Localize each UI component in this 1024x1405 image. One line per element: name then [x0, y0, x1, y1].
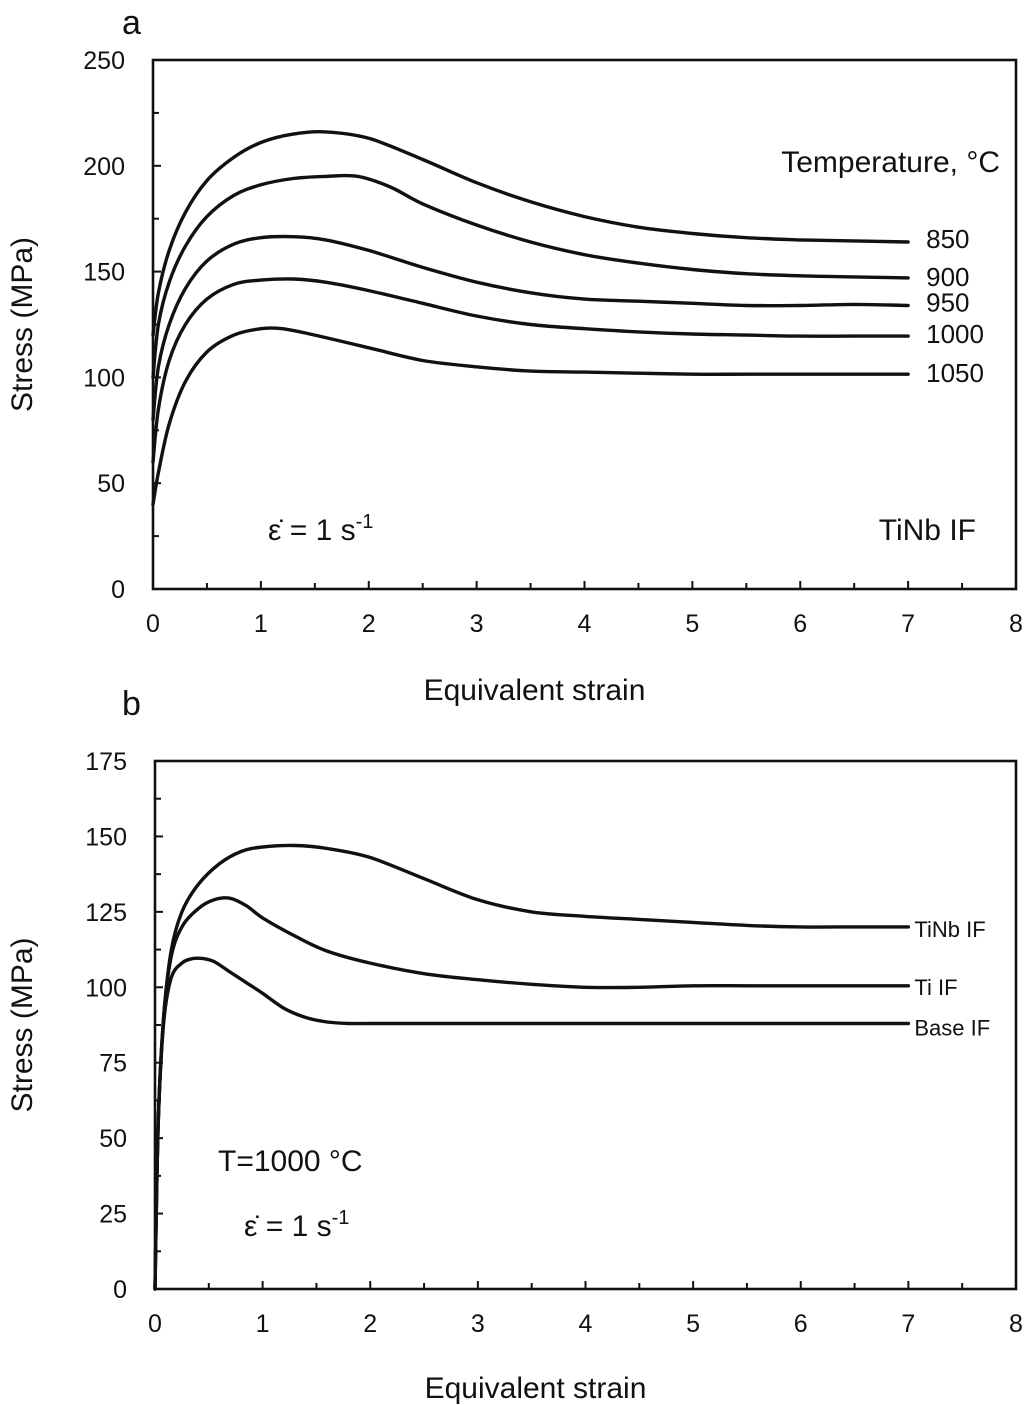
- x-tick-label: 8: [1009, 610, 1023, 638]
- series-line-ti-if: [153, 896, 911, 1291]
- series-label: Ti IF: [914, 975, 957, 1000]
- x-tick-label: 1: [256, 1310, 270, 1338]
- panel-label: b: [122, 685, 141, 723]
- legend-title: Temperature, °C: [781, 146, 1000, 179]
- plot-frame: [151, 58, 1018, 591]
- y-tick-label: 100: [85, 974, 127, 1002]
- series-line-900: [151, 173, 910, 380]
- series-label: TiNb IF: [914, 917, 985, 942]
- x-tick-label: 1: [254, 610, 268, 638]
- x-tick-label: 6: [794, 1310, 808, 1338]
- x-tick-label: 3: [471, 1310, 485, 1338]
- x-tick-label: 2: [363, 1310, 377, 1338]
- x-tick-label: 3: [470, 610, 484, 638]
- series-label: 1000: [926, 319, 984, 349]
- x-tick-label: 0: [146, 610, 160, 638]
- series-label: 850: [926, 224, 969, 254]
- series-line-1050: [151, 326, 910, 507]
- y-tick-label: 100: [83, 364, 125, 392]
- y-tick-label: 25: [99, 1201, 127, 1229]
- series-line-950: [151, 234, 910, 422]
- x-axis-title: Equivalent strain: [425, 1372, 647, 1405]
- y-tick-label: 125: [85, 899, 127, 927]
- strain-rate-annotation: ε̇ = 1 s-1: [268, 511, 373, 547]
- x-tick-label: 5: [685, 610, 699, 638]
- x-tick-label: 8: [1009, 1310, 1023, 1338]
- series-label: 1050: [926, 358, 984, 388]
- x-tick-label: 4: [579, 1310, 593, 1338]
- series-line-850: [151, 129, 910, 337]
- y-tick-label: 150: [85, 823, 127, 851]
- series-line-base-if: [153, 956, 911, 1291]
- x-tick-label: 2: [362, 610, 376, 638]
- y-tick-label: 200: [83, 153, 125, 181]
- y-tick-label: 0: [113, 1276, 127, 1304]
- y-tick-label: 250: [83, 47, 125, 75]
- y-axis-title: Stress (MPa): [6, 237, 39, 412]
- chart-panel-a: a 0 1 2 3 4 5 6 7 8 0 50 100 150 200 250 Equivalent stra…: [6, 4, 1023, 707]
- strain-rate-annotation: ε̇ = 1 s-1: [244, 1207, 349, 1243]
- x-tick-label: 5: [686, 1310, 700, 1338]
- series-label: 900: [926, 262, 969, 292]
- panel-label: a: [122, 4, 141, 42]
- x-tick-label: 7: [901, 1310, 915, 1338]
- y-tick-label: 0: [111, 576, 125, 604]
- chart-panel-b: b 0 1 2 3 4 5 6 7 8 0 25 50 75 100 125 150 175 Equivalent …: [6, 685, 1023, 1405]
- series-label: 950: [926, 287, 969, 317]
- material-annotation: TiNb IF: [879, 514, 976, 547]
- x-tick-label: 4: [578, 610, 592, 638]
- y-tick-label: 50: [97, 470, 125, 498]
- series-label: Base IF: [914, 1015, 990, 1040]
- y-tick-label: 150: [83, 259, 125, 287]
- x-tick-label: 0: [148, 1310, 162, 1338]
- temperature-annotation: T=1000 °C: [218, 1145, 363, 1178]
- x-tick-label: 6: [793, 610, 807, 638]
- series-line-1000: [151, 277, 910, 464]
- x-axis-title: Equivalent strain: [424, 674, 646, 707]
- y-axis-title: Stress (MPa): [6, 937, 39, 1112]
- x-tick-label: 7: [901, 610, 915, 638]
- y-tick-label: 75: [99, 1050, 127, 1078]
- y-tick-label: 175: [85, 748, 127, 776]
- y-tick-label: 50: [99, 1125, 127, 1153]
